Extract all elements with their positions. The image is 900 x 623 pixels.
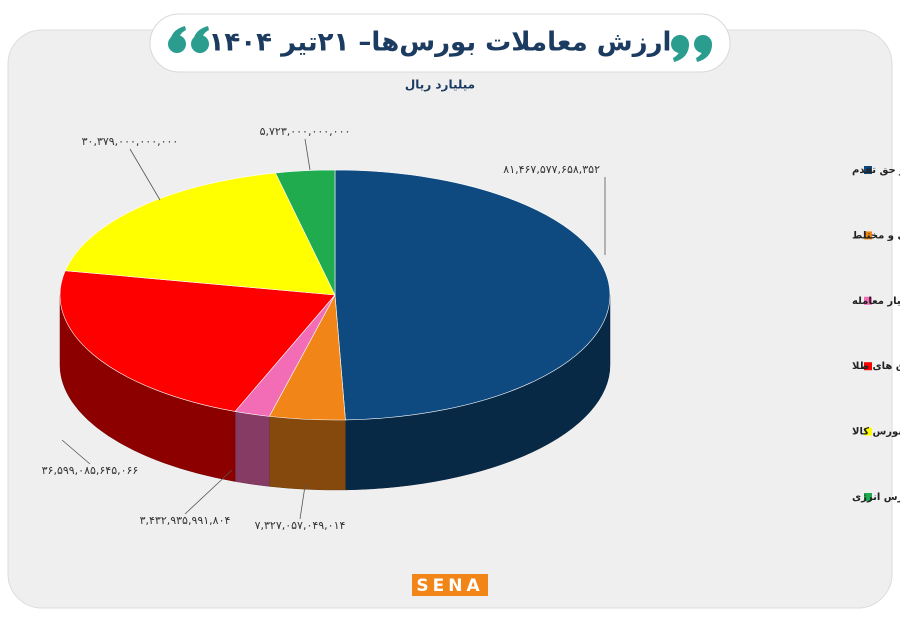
data-label: ۳۶,۵۹۹,۰۸۵,۶۴۵,۰۶۶ xyxy=(42,464,139,477)
slice xyxy=(334,169,611,421)
data-label: ۳۰,۳۷۹,۰۰۰,۰۰۰,۰۰۰ xyxy=(82,135,179,148)
legend-swatch xyxy=(864,231,872,240)
legend-swatch xyxy=(864,427,872,436)
slice xyxy=(59,270,336,412)
data-label: ۵,۷۲۳,۰۰۰,۰۰۰,۰۰۰ xyxy=(260,125,351,138)
title-box xyxy=(149,13,731,73)
legend-label: بازار فیزیکی بورس کالا xyxy=(852,427,900,438)
legend-label: صندوق های طلا xyxy=(852,361,900,372)
leader-line xyxy=(61,439,91,465)
data-label: ۷,۳۲۷,۰۵۷,۰۴۹,۰۱۴ xyxy=(255,519,346,532)
slice-side xyxy=(269,416,346,491)
legend-label: اختیار معامله xyxy=(852,296,900,307)
legend-swatch xyxy=(864,296,872,305)
slice xyxy=(64,172,336,296)
legend-swatch xyxy=(864,493,872,501)
legend-swatch xyxy=(864,166,872,174)
data-label: ۳,۴۳۲,۹۳۵,۹۹۱,۸۰۴ xyxy=(140,514,231,527)
legend-label: صندوق سهامی و مختلط xyxy=(852,230,900,241)
chart-subtitle: میلیارد ریال xyxy=(405,78,475,92)
quote-marks xyxy=(168,26,712,62)
legend-label: سهام و حق تقدم xyxy=(852,165,900,176)
leader-line xyxy=(299,485,306,520)
leader-line xyxy=(129,148,161,201)
chart-title: ارزش معاملات بورس‌ها– ۲۱تیر ۱۴۰۴ xyxy=(209,28,672,58)
logo-box xyxy=(412,574,488,596)
legend-label: بازار فیزیکی بورس انرژی xyxy=(852,492,900,503)
logo: SENA xyxy=(416,576,483,596)
slice-side xyxy=(234,411,270,487)
data-label: ۸۱,۴۶۷,۵۷۷,۶۵۸,۳۵۲ xyxy=(503,163,600,176)
slice xyxy=(275,169,336,296)
legend-swatch xyxy=(864,362,872,371)
leader-line xyxy=(304,138,311,171)
leader-line xyxy=(184,469,233,515)
